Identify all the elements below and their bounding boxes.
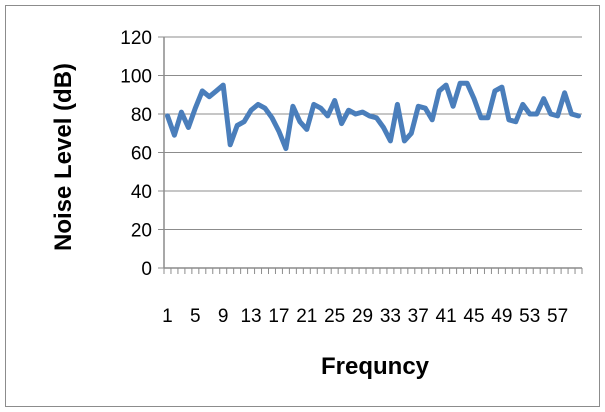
x-tick-label: 13 [240, 306, 261, 327]
x-tick-label: 57 [547, 306, 568, 327]
x-tick-label: 9 [218, 306, 229, 327]
y-tick-label: 120 [120, 28, 152, 49]
x-tick-label: 5 [190, 306, 201, 327]
y-tick-label: 0 [141, 259, 152, 280]
x-tick-label: 41 [436, 306, 457, 327]
y-tick-label: 100 [120, 67, 152, 88]
x-axis-title: Frequncy [321, 353, 430, 380]
gridlines [158, 36, 582, 269]
x-tick-label: 33 [380, 306, 401, 327]
y-tick-labels: 0 20 40 60 80 100 120 [120, 28, 152, 280]
x-tick-label: 17 [268, 306, 289, 327]
x-tick-label: 25 [324, 306, 345, 327]
series-lines [165, 80, 581, 152]
x-tick-label: 1 [162, 306, 173, 327]
series-line [165, 80, 581, 152]
y-tick-label: 80 [131, 105, 152, 126]
y-tick-label: 60 [131, 144, 152, 165]
x-tick-label: 37 [408, 306, 429, 327]
y-axis-title: Noise Level (dB) [50, 63, 77, 251]
x-tick-marks [163, 268, 583, 274]
y-tick-label: 20 [131, 221, 152, 242]
x-tick-labels: 1 5 9 13 17 21 25 29 33 37 41 45 49 53 57 [162, 306, 568, 327]
noise-level-line-chart: 0 20 40 60 80 100 120 1 5 9 13 17 21 25 29 33 37 41 45 49 5… [50, 28, 583, 380]
x-tick-label: 49 [491, 306, 512, 327]
chart-frame: 0 20 40 60 80 100 120 1 5 9 13 17 21 25 29 33 37 41 45 49 5… [5, 5, 600, 407]
x-tick-label: 53 [519, 306, 540, 327]
x-tick-label: 29 [352, 306, 373, 327]
x-tick-label: 21 [296, 306, 317, 327]
y-tick-label: 40 [131, 182, 152, 203]
x-tick-label: 45 [463, 306, 484, 327]
